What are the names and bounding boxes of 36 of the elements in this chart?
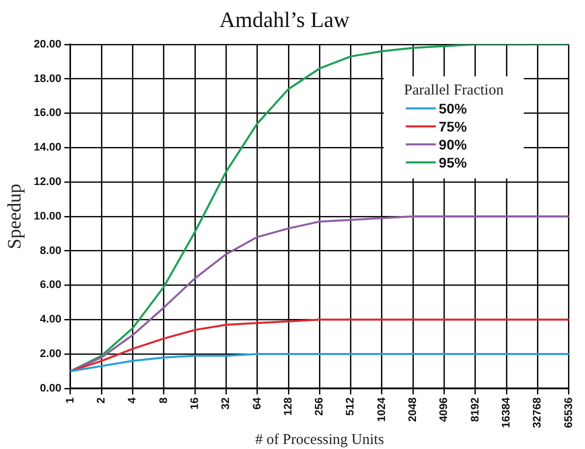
x-tick-label: 1024 [376, 396, 388, 422]
x-tick-label: 16 [188, 397, 201, 410]
x-tick-label: 8192 [469, 397, 482, 422]
y-axis-title: Speedup [4, 184, 26, 250]
legend-label: 90% [438, 136, 468, 152]
x-axis-title: # of Processing Units [255, 432, 384, 448]
legend-label: 75% [438, 118, 468, 134]
y-tick-label: 20.00 [34, 38, 62, 50]
x-tick-label: 32768 [532, 397, 544, 428]
y-tick-label: 18.00 [34, 72, 62, 85]
x-tick-label: 1 [64, 397, 76, 404]
y-tick-label: 8.00 [40, 244, 62, 257]
x-tick-label: 512 [344, 397, 357, 416]
y-tick-label: 0.00 [40, 382, 62, 394]
x-tick-label: 128 [282, 397, 294, 416]
x-tick-label: 4096 [438, 397, 450, 422]
x-tick-label: 8 [158, 397, 170, 404]
x-tick-label: 2048 [407, 397, 420, 422]
y-tick-label: 16.00 [34, 107, 62, 120]
y-tick-label: 14.00 [34, 142, 62, 154]
x-tick-label: 16384 [500, 396, 513, 428]
x-tick-label: 65536 [562, 397, 575, 428]
x-tick-label: 2 [96, 397, 108, 404]
x-tick-label: 4 [126, 396, 139, 404]
legend-title: Parallel Fraction [404, 82, 504, 98]
x-tick-label: 64 [251, 396, 264, 410]
y-tick-label: 4.00 [40, 314, 62, 326]
y-tick-label: 2.00 [40, 348, 62, 360]
chart-title: Amdahl’s Law [219, 6, 350, 32]
x-tick-label: 32 [220, 397, 232, 410]
y-tick-label: 10.00 [34, 210, 62, 222]
y-tick-label: 6.00 [40, 279, 62, 292]
x-tick-label: 256 [314, 397, 326, 416]
legend-label: 50% [438, 100, 468, 116]
y-tick-label: 12.00 [34, 176, 62, 188]
legend-label: 95% [438, 154, 468, 170]
